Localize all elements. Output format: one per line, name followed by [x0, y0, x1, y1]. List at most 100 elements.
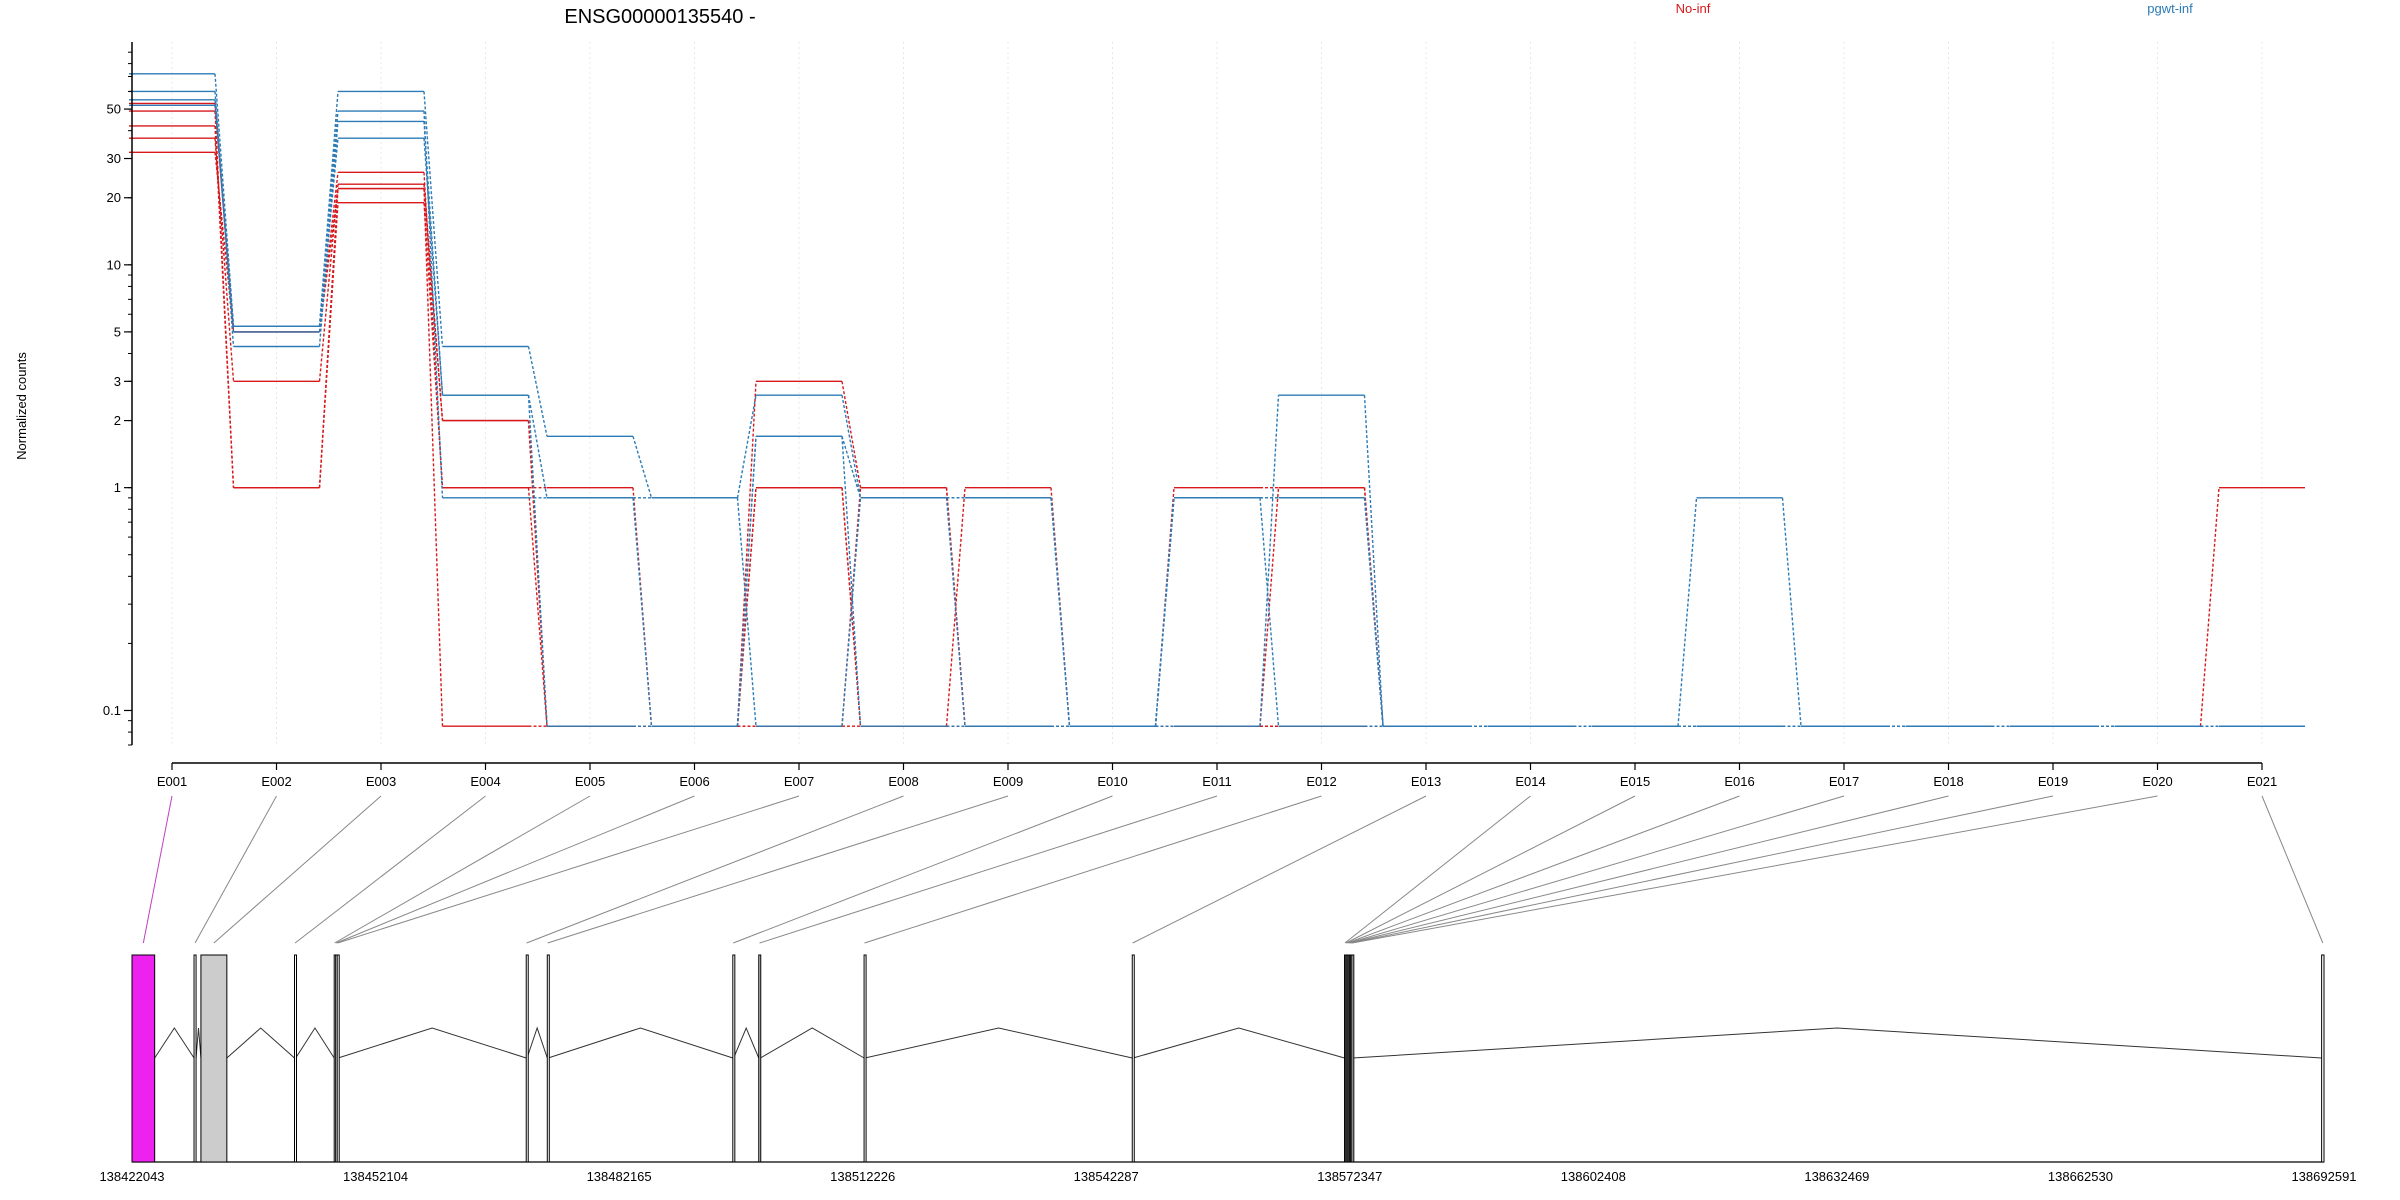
coord-tick-label: 138602408	[1561, 1169, 1626, 1184]
connector-e002	[194, 795, 277, 944]
series-3-transition	[318, 184, 339, 382]
series-7-transition	[318, 121, 339, 347]
exon-e020	[1351, 954, 1355, 1163]
connector-e007	[337, 795, 800, 944]
connector-e009	[547, 795, 1009, 944]
series-9-transition	[214, 105, 235, 332]
series-1-transition	[318, 188, 339, 488]
series-9-transition	[945, 497, 966, 727]
coord-tick-label: 138662530	[2048, 1169, 2113, 1184]
series-9-transition	[1259, 497, 1280, 727]
coord-tick-label: 138692591	[2291, 1169, 2356, 1184]
series-6-transition	[527, 346, 548, 437]
y-tick-label: 10	[107, 257, 121, 272]
series-7-transition	[841, 436, 862, 727]
connector-e010	[733, 795, 1113, 944]
intron	[226, 1027, 295, 1059]
y-axis-label: Normalized counts	[14, 352, 29, 460]
series-7-transition	[527, 395, 548, 498]
series-2-transition	[214, 125, 235, 488]
connector-e011	[759, 795, 1218, 944]
connector-e017	[1348, 795, 1845, 944]
connector-e019	[1350, 795, 2054, 944]
series-9-transition	[841, 436, 862, 499]
x-tick-label-e003: E003	[366, 774, 396, 789]
coord-tick-label: 138422043	[99, 1169, 164, 1184]
series-6-transition	[632, 436, 653, 499]
x-tick-label-e009: E009	[993, 774, 1023, 789]
x-tick-label-e002: E002	[261, 774, 291, 789]
connector-e015	[1345, 795, 1636, 944]
series-6-transition	[1050, 497, 1071, 727]
x-tick-label-e017: E017	[1829, 774, 1859, 789]
coord-tick-label: 138572347	[1317, 1169, 1382, 1184]
x-tick-label-e016: E016	[1724, 774, 1754, 789]
series-7-transition	[1259, 395, 1280, 727]
series-3-transition	[423, 184, 444, 421]
series-8-transition	[736, 497, 757, 727]
x-tick-label-e001: E001	[157, 774, 187, 789]
x-tick-label-e010: E010	[1097, 774, 1127, 789]
y-tick-label: 20	[107, 190, 121, 205]
series-9-transition	[318, 138, 339, 332]
series-6-transition	[318, 91, 339, 327]
x-tick-label-e006: E006	[679, 774, 709, 789]
exon-connectors	[142, 795, 2324, 944]
connector-e021	[2261, 795, 2324, 944]
intron	[295, 1027, 335, 1059]
series-9-transition	[1154, 497, 1175, 727]
x-tick-label-e018: E018	[1933, 774, 1963, 789]
intron	[195, 1027, 202, 1059]
intron	[547, 1027, 733, 1059]
series-8-transition	[841, 497, 862, 727]
coord-tick-label: 138632469	[1804, 1169, 1869, 1184]
y-tick-label: 5	[114, 324, 121, 339]
series-layer	[129, 73, 2305, 727]
exon-e012	[863, 954, 867, 1163]
connector-e020	[1352, 795, 2158, 944]
x-tick-label-e019: E019	[2038, 774, 2068, 789]
exon-e003	[200, 954, 228, 1163]
axes	[131, 42, 2262, 764]
exon-e013	[1131, 954, 1135, 1163]
coord-tick-label: 138482165	[587, 1169, 652, 1184]
connector-e003	[213, 795, 382, 944]
exon-e001	[131, 954, 156, 1163]
series-8-transition	[1050, 497, 1071, 727]
connector-e013	[1132, 795, 1427, 944]
vertical-gridlines	[171, 42, 2263, 745]
y-tick-label: 2	[114, 413, 121, 428]
series-2-transition	[318, 202, 339, 488]
series-6-transition	[1781, 497, 1802, 727]
legend-no-inf: No-inf	[1676, 1, 1711, 16]
series-6-transition	[736, 395, 757, 498]
intron	[733, 1026, 760, 1059]
connector-e005	[334, 795, 591, 944]
intron	[864, 1027, 1133, 1059]
exon-e007	[336, 954, 340, 1163]
exon-e008	[525, 954, 529, 1163]
coord-tick-label: 138542287	[1074, 1169, 1139, 1184]
connector-e012	[864, 795, 1322, 944]
y-tick-label: 50	[107, 102, 121, 117]
series-4-transition	[214, 103, 235, 332]
series-6-transition	[1363, 497, 1384, 727]
y-tick-label: 0.1	[103, 703, 121, 718]
series-6-transition	[423, 91, 444, 347]
series-8-transition	[1154, 497, 1175, 727]
series-2-transition	[423, 202, 444, 488]
series-7-transition	[632, 497, 653, 727]
coord-tick-label: 138452104	[343, 1169, 408, 1184]
series-2-transition	[2199, 487, 2220, 727]
series-9-transition	[527, 395, 548, 727]
connector-e016	[1347, 795, 1740, 944]
x-tick-label-e005: E005	[575, 774, 605, 789]
exon-e021	[2321, 954, 2325, 1163]
x-tick-label-e011: E011	[1202, 774, 1231, 789]
connector-e001	[142, 795, 173, 944]
x-tick-label-e007: E007	[784, 774, 814, 789]
series-2	[129, 125, 2305, 727]
intron	[154, 1027, 195, 1059]
gene-model	[131, 954, 2325, 1163]
